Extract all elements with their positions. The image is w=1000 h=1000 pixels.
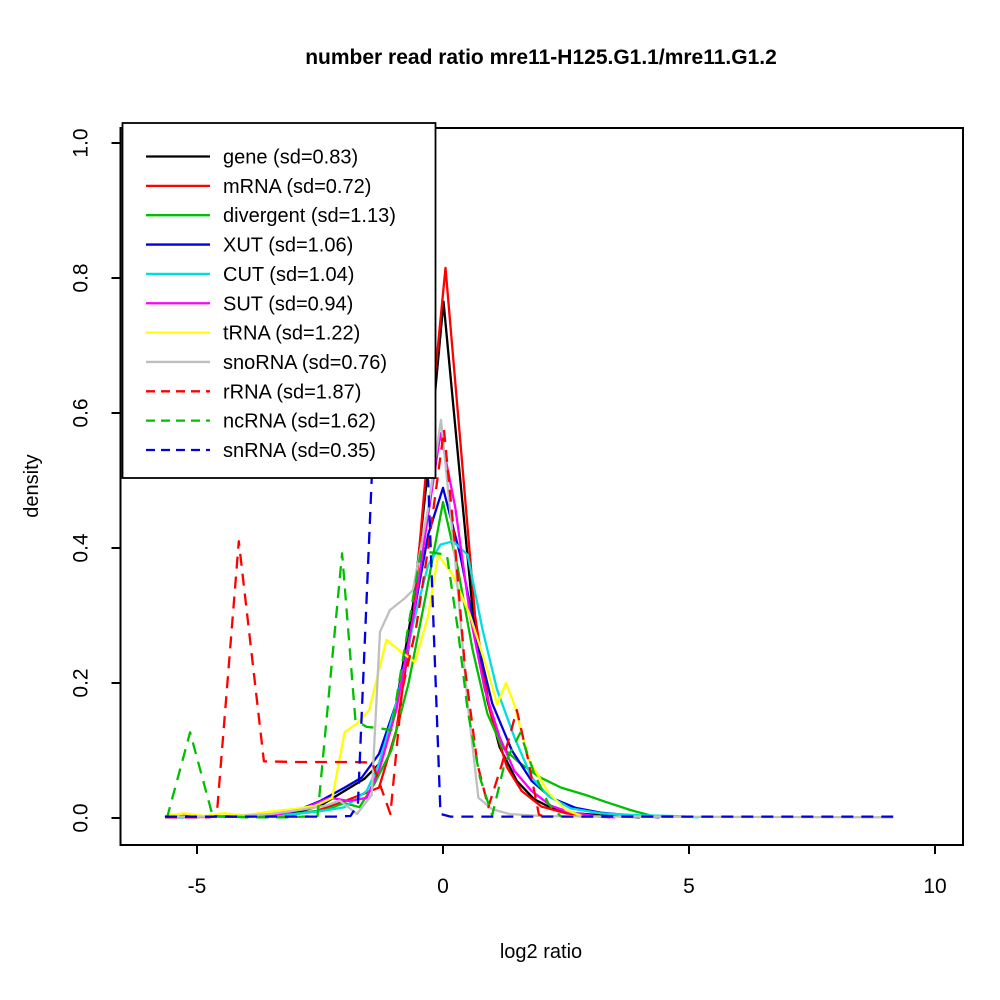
series-line-snRNA	[165, 459, 894, 818]
x-tick-label: 10	[923, 875, 946, 898]
chart-title: number read ratio mre11-H125.G1.1/mre11.…	[305, 46, 777, 69]
legend-label-tRNA: tRNA (sd=1.22)	[223, 323, 360, 345]
series-line-divergent	[164, 500, 655, 819]
y-tick-label: 0.2	[70, 668, 93, 697]
legend-label-rRNA: rRNA (sd=1.87)	[223, 381, 361, 403]
legend-label-divergent: divergent (sd=1.13)	[223, 205, 396, 227]
series-line-XUT	[164, 486, 660, 819]
legend-label-CUT: CUT (sd=1.04)	[223, 264, 354, 286]
legend-label-ncRNA: ncRNA (sd=1.62)	[223, 411, 376, 433]
series-line-snoRNA	[165, 418, 894, 819]
legend-label-gene: gene (sd=0.83)	[223, 147, 358, 169]
y-tick-label: 0.6	[70, 398, 93, 427]
y-tick-label: 0.0	[70, 803, 93, 832]
x-axis-label: log2 ratio	[500, 941, 582, 963]
series-line-ncRNA	[164, 550, 562, 819]
y-tick-label: 1.0	[70, 128, 93, 157]
legend-label-XUT: XUT (sd=1.06)	[223, 235, 353, 257]
legend-label-mRNA: mRNA (sd=0.72)	[223, 176, 371, 198]
plot-border	[119, 127, 964, 846]
x-tick-label: 0	[437, 875, 449, 898]
legend-box	[121, 122, 437, 479]
legend: gene (sd=0.83) mRNA (sd=0.72) divergent (s…	[121, 122, 437, 479]
legend-label-snRNA: snRNA (sd=0.35)	[223, 440, 376, 462]
x-tick-label: 5	[683, 875, 695, 898]
axes: -5 0 5 10 0.0 0.2 0.4 0.6 0.8 1.0	[70, 128, 947, 898]
y-tick-label: 0.4	[70, 533, 93, 563]
legend-label-snoRNA: snoRNA (sd=0.76)	[223, 352, 387, 374]
y-tick-label: 0.8	[70, 263, 93, 292]
y-axis-label: density	[21, 454, 43, 517]
series-line-rRNA	[165, 428, 547, 819]
x-tick-label: -5	[188, 875, 207, 898]
legend-label-SUT: SUT (sd=0.94)	[223, 293, 353, 315]
